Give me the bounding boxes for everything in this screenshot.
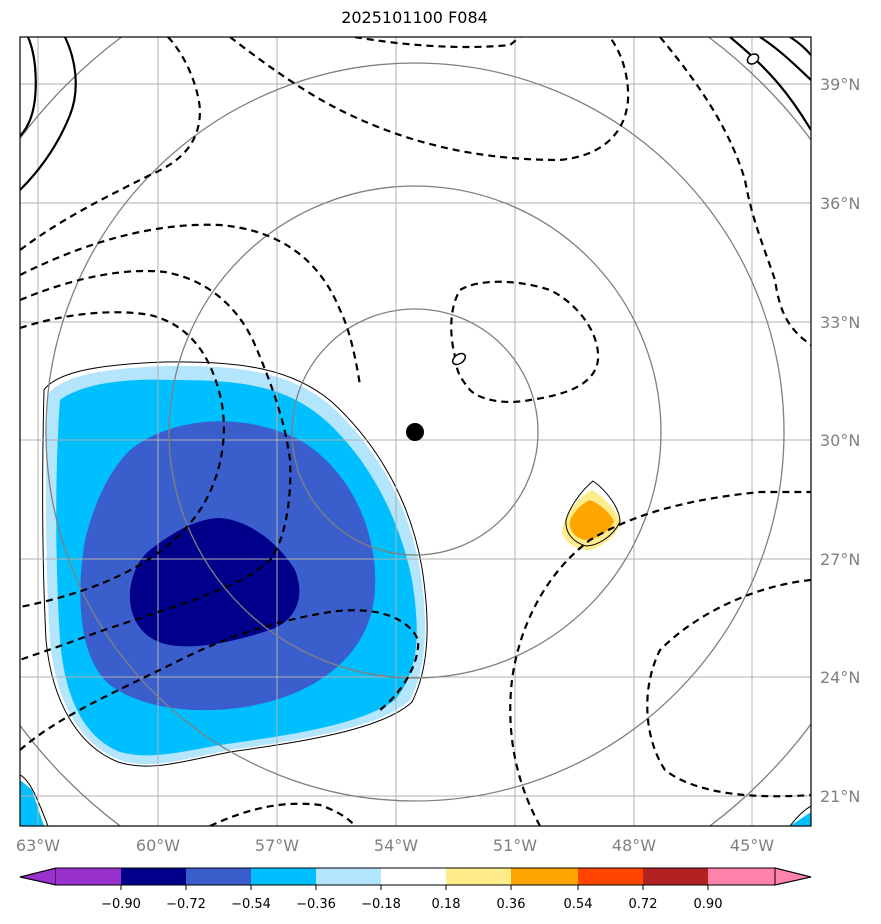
lat-label: 21°N [820, 787, 860, 806]
lon-label: 45°W [730, 836, 774, 855]
colorbar-segment [446, 868, 511, 885]
colorbar-segment [511, 868, 578, 885]
colorbar-tick-label: −0.90 [101, 897, 141, 912]
small-contour-loop [451, 352, 467, 366]
colorbar-tick-label: 0.90 [694, 897, 723, 912]
colorbar-segment [251, 868, 316, 885]
colorbar: −0.90 −0.72 −0.54 −0.36 −0.18 0.18 0.36 … [19, 867, 812, 912]
colorbar-segment [121, 868, 186, 885]
colorbar-segment [186, 868, 251, 885]
lon-label: 51°W [493, 836, 537, 855]
colorbar-segment [56, 868, 121, 885]
map-frame [19, 36, 812, 827]
colorbar-segment [381, 868, 446, 885]
zero-contour-outline [42, 361, 428, 767]
solid-contours [20, 37, 811, 191]
lat-label: 30°N [820, 431, 860, 450]
small-contour-outline [565, 480, 621, 547]
lon-label: 48°W [612, 836, 656, 855]
colorbar-segment [316, 868, 381, 885]
fill-level-dark-blue [129, 518, 300, 647]
lat-label: 39°N [820, 75, 860, 94]
colorbar-outline [19, 867, 812, 886]
dashed-contours [20, 37, 811, 826]
colorbar-segment [708, 868, 775, 885]
lon-label: 60°W [136, 836, 180, 855]
small-contour-loop [746, 53, 760, 65]
colorbar-tick-label: −0.18 [361, 897, 401, 912]
colorbar-extend-high [774, 867, 812, 886]
colorbar-tick-label: −0.72 [166, 897, 206, 912]
colorbar-segment [578, 868, 643, 885]
longitude-labels: 63°W 60°W 57°W 54°W 51°W 48°W 45°W [16, 836, 774, 855]
graticule [20, 37, 811, 826]
lat-label: 36°N [820, 194, 860, 213]
colorbar-tick-label: 0.18 [432, 897, 461, 912]
colorbar-tick-label: 0.72 [629, 897, 658, 912]
map-title: 2025101100 F084 [341, 8, 488, 27]
lon-label: 63°W [16, 836, 60, 855]
colorbar-extend-low [19, 867, 57, 886]
colorbar-segment [643, 868, 708, 885]
latitude-labels: 39°N 36°N 33°N 30°N 27°N 24°N 21°N [820, 75, 860, 806]
lat-label: 33°N [820, 313, 860, 332]
lon-label: 54°W [374, 836, 418, 855]
fill-level-orange [569, 500, 614, 540]
storm-center-dot [406, 423, 424, 441]
lat-label: 27°N [820, 550, 860, 569]
colorbar-tick-label: 0.36 [497, 897, 526, 912]
colorbar-tick-label: −0.54 [231, 897, 271, 912]
fill-corner-bottom-right [790, 812, 811, 826]
lat-label: 24°N [820, 668, 860, 687]
fill-corner-bottom-left [20, 780, 44, 826]
lon-label: 57°W [255, 836, 299, 855]
colorbar-tick-label: −0.36 [296, 897, 336, 912]
colorbar-tick-label: 0.54 [564, 897, 593, 912]
